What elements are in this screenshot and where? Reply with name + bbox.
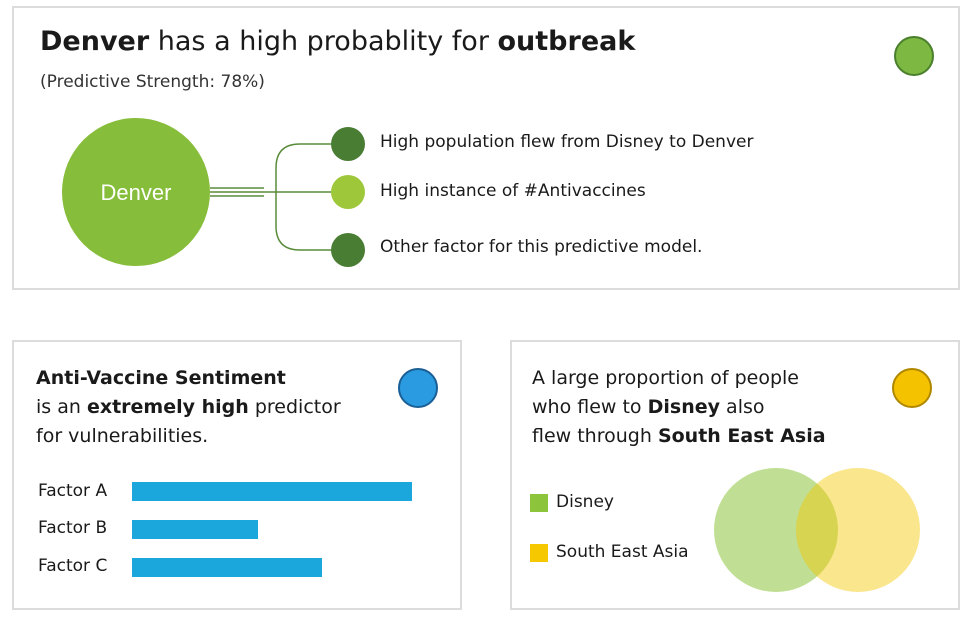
- line2-post: predictor: [248, 396, 341, 418]
- headline-middle: has a high probablity for: [149, 26, 498, 57]
- travel-line3-bold: South East Asia: [657, 425, 826, 447]
- legend-swatch-south-east-asia: [530, 544, 548, 562]
- outbreak-prediction-card: Denver has a high probablity for outbrea…: [12, 6, 960, 290]
- headline-city: Denver: [40, 26, 150, 57]
- sentiment-title: Anti-Vaccine Sentiment: [36, 367, 286, 389]
- predictive-strength: (Predictive Strength: 78%): [40, 72, 265, 92]
- travel-line2-post: also: [720, 396, 765, 418]
- line3: for vulnerabilities.: [36, 425, 209, 447]
- legend-label-disney: Disney: [556, 492, 614, 512]
- factor-label-2: High instance of #Antivaccines: [380, 181, 646, 201]
- denver-hub-label: Denver: [101, 180, 172, 205]
- factor-node-1: [331, 127, 365, 161]
- factor-node-3: [331, 233, 365, 267]
- line2-pre: is an: [36, 396, 87, 418]
- bar-label-factor-b: Factor B: [38, 518, 108, 538]
- bar-label-factor-c: Factor C: [38, 556, 108, 576]
- travel-line2-bold: Disney: [647, 396, 721, 418]
- status-indicator-green: [894, 36, 934, 76]
- factor-node-2: [331, 175, 365, 209]
- prediction-headline: Denver has a high probablity for outbrea…: [40, 26, 635, 57]
- legend-swatch-disney: [530, 494, 548, 512]
- venn-diagram: [714, 468, 920, 592]
- venn-circle-disney: [714, 468, 838, 592]
- bar-factor-c: [132, 558, 322, 577]
- factor-label-3: Other factor for this predictive model.: [380, 237, 703, 257]
- factor-label-1: High population flew from Disney to Denv…: [380, 132, 754, 152]
- travel-overlap-card: A large proportion of people who flew to…: [510, 340, 960, 610]
- sentiment-description: Anti-Vaccine Sentiment is an extremely h…: [36, 364, 341, 451]
- travel-line1: A large proportion of people: [532, 367, 799, 389]
- bar-factor-b: [132, 520, 258, 539]
- anti-vaccine-sentiment-card: Anti-Vaccine Sentiment is an extremely h…: [12, 340, 462, 610]
- status-indicator-yellow: [892, 368, 932, 408]
- travel-description: A large proportion of people who flew to…: [532, 364, 826, 451]
- factor-tree-diagram: Denver: [62, 118, 365, 267]
- legend-label-south-east-asia: South East Asia: [556, 542, 689, 562]
- travel-line2-pre: who flew to: [532, 396, 648, 418]
- line2-bold: extremely high: [86, 396, 249, 418]
- connector-lines: [210, 143, 332, 251]
- bar-factor-a: [132, 482, 412, 501]
- travel-line3-pre: flew through: [532, 425, 658, 447]
- bar-label-factor-a: Factor A: [38, 481, 108, 501]
- venn-circle-south-east-asia: [796, 468, 920, 592]
- status-indicator-blue: [398, 368, 438, 408]
- denver-hub-circle: [62, 118, 210, 266]
- headline-outbreak: outbreak: [497, 26, 636, 57]
